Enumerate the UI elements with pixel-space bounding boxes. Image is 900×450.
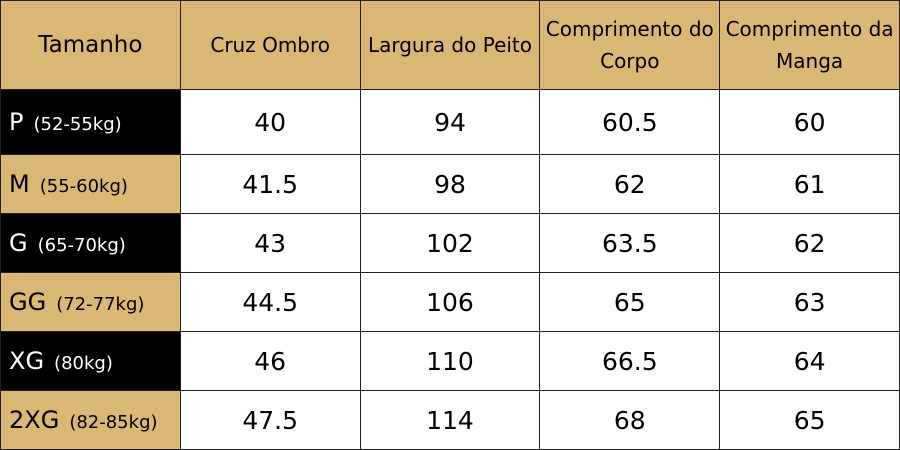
table-row: 2XG (82-85kg) 47.5 114 68 65: [0, 390, 900, 450]
measurement-cell: 106: [359, 272, 541, 332]
measurement-cell: 46: [179, 331, 361, 391]
header-comprimento-corpo: Comprimento do Corpo: [539, 0, 721, 90]
size-label: GG: [9, 288, 47, 316]
size-label: M: [9, 170, 30, 198]
measurement-cell: 44.5: [179, 272, 361, 332]
measurement-cell: 98: [359, 154, 541, 214]
size-label: G: [9, 229, 28, 257]
measurement-cell: 62: [539, 154, 721, 214]
header-row: Tamanho Cruz Ombro Largura do Peito Comp…: [0, 0, 900, 90]
size-cell: G (65-70kg): [0, 213, 181, 273]
measurement-cell: 110: [359, 331, 541, 391]
measurement-cell: 64: [719, 331, 900, 391]
measurement-cell: 60.5: [539, 89, 721, 155]
measurement-cell: 65: [719, 390, 900, 450]
measurement-cell: 65: [539, 272, 721, 332]
weight-range: (72-77kg): [56, 294, 145, 315]
header-cruz-ombro: Cruz Ombro: [179, 0, 361, 90]
table-row: G (65-70kg) 43 102 63.5 62: [0, 213, 900, 273]
measurement-cell: 63: [719, 272, 900, 332]
table-row: GG (72-77kg) 44.5 106 65 63: [0, 272, 900, 332]
measurement-cell: 60: [719, 89, 900, 155]
measurement-cell: 62: [719, 213, 900, 273]
size-cell: P (52-55kg): [0, 89, 181, 155]
weight-range: (55-60kg): [39, 176, 128, 197]
header-tamanho: Tamanho: [0, 0, 181, 90]
measurement-cell: 66.5: [539, 331, 721, 391]
size-label: XG: [9, 347, 45, 375]
weight-range: (80kg): [54, 353, 113, 374]
measurement-cell: 63.5: [539, 213, 721, 273]
measurement-cell: 40: [179, 89, 361, 155]
weight-range: (65-70kg): [37, 235, 126, 256]
measurement-cell: 43: [179, 213, 361, 273]
table-row: P (52-55kg) 40 94 60.5 60: [0, 89, 900, 155]
weight-range: (52-55kg): [33, 114, 122, 135]
size-cell: GG (72-77kg): [0, 272, 181, 332]
size-cell: 2XG (82-85kg): [0, 390, 181, 450]
table-row: M (55-60kg) 41.5 98 62 61: [0, 154, 900, 214]
table-row: XG (80kg) 46 110 66.5 64: [0, 331, 900, 391]
measurement-cell: 41.5: [179, 154, 361, 214]
measurement-cell: 61: [719, 154, 900, 214]
size-label: P: [9, 108, 24, 136]
measurement-cell: 94: [359, 89, 541, 155]
header-largura-peito: Largura do Peito: [359, 0, 541, 90]
measurement-cell: 68: [539, 390, 721, 450]
size-label: 2XG: [9, 406, 60, 434]
measurement-cell: 47.5: [179, 390, 361, 450]
header-comprimento-manga: Comprimento da Manga: [719, 0, 900, 90]
measurement-cell: 114: [359, 390, 541, 450]
measurement-cell: 102: [359, 213, 541, 273]
size-cell: XG (80kg): [0, 331, 181, 391]
weight-range: (82-85kg): [69, 412, 158, 433]
size-cell: M (55-60kg): [0, 154, 181, 214]
